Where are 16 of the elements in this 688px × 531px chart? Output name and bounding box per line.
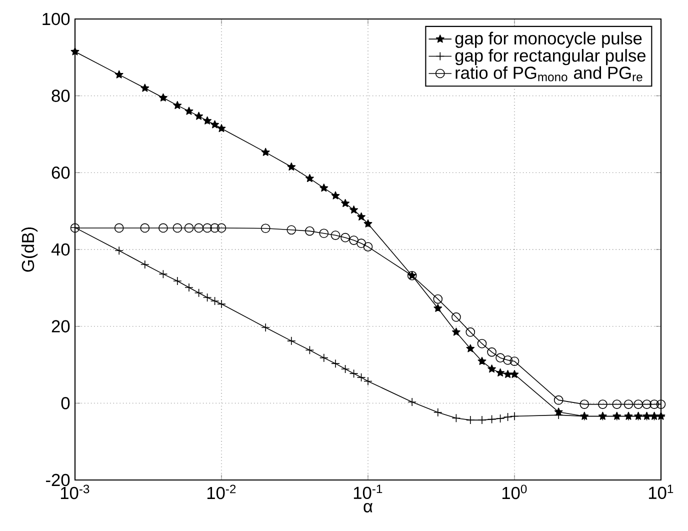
x-axis-title: α: [364, 502, 372, 512]
x-tick-label: 10$^{-2}$: [207, 484, 236, 500]
y-tick-label: 0: [61, 397, 70, 410]
y-axis-title: G(dB): [21, 227, 38, 272]
y-tick-label: 60: [52, 166, 70, 179]
y-tick-label: 100: [42, 12, 70, 26]
x-tick-label: 10$^{-1}$: [354, 484, 382, 500]
legend-label: gap for rectangular pulse: [455, 48, 646, 66]
x-tick-label: 10$^{0}$: [502, 484, 527, 500]
y-tick-label: 80: [52, 90, 70, 102]
legend-label: gap for monocycle pulse: [455, 32, 642, 48]
legend-label: ratio of PG$_{mono}$ and PG$_{re}$: [456, 66, 642, 82]
x-tick-label: 10$^{1}$: [648, 484, 674, 500]
y-tick-label: -20: [46, 474, 70, 486]
y-tick-label: 40: [51, 243, 70, 256]
y-tick-label: 20: [52, 320, 70, 332]
